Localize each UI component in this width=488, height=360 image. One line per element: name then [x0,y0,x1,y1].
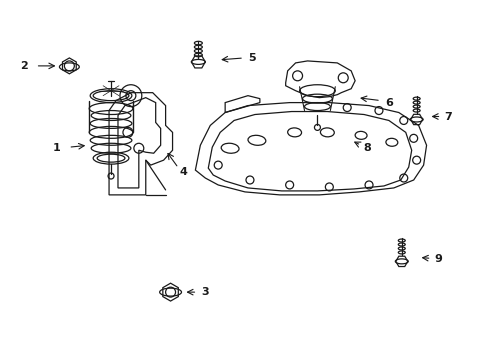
Text: 1: 1 [53,143,60,153]
Text: 2: 2 [20,61,27,71]
Text: 6: 6 [384,98,392,108]
Text: 9: 9 [434,255,442,264]
Text: 3: 3 [201,287,209,297]
Text: 8: 8 [363,143,370,153]
Text: 5: 5 [247,53,255,63]
Text: 7: 7 [444,112,451,122]
Text: 4: 4 [179,167,187,177]
